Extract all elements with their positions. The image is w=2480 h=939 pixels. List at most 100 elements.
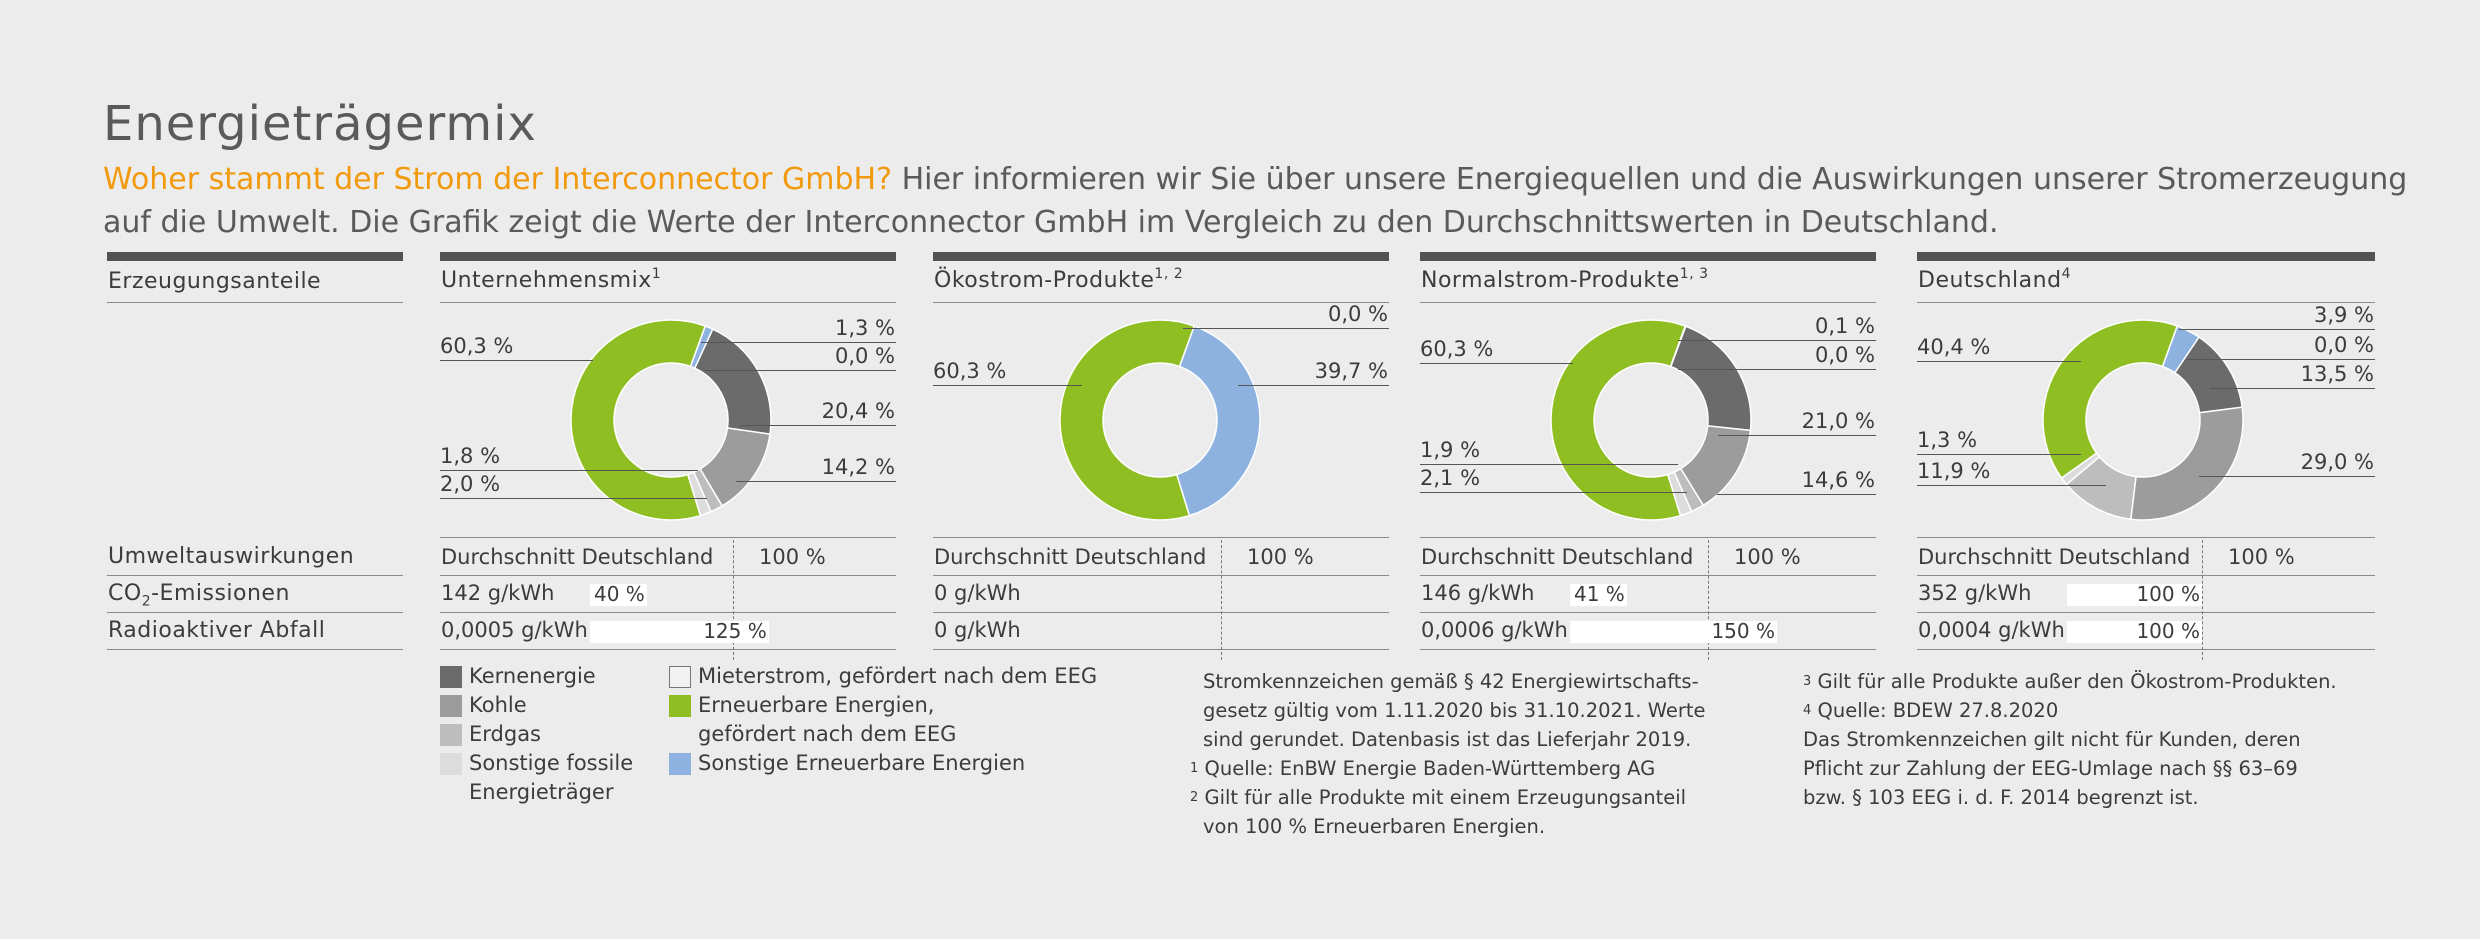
row-label-waste: Radioaktiver Abfall [108, 618, 326, 643]
callout-line [1678, 369, 1876, 370]
divider [1420, 649, 1876, 650]
slice-label: 29,0 % [2300, 450, 2374, 474]
co2-bar [590, 584, 648, 606]
divider [440, 302, 896, 303]
legend-swatch-sonstige-fossile [440, 753, 462, 775]
callout-line [2198, 476, 2375, 477]
callout-line [1917, 485, 2106, 486]
callout-line [2209, 388, 2375, 389]
panel-title-text: Unternehmensmix [441, 268, 652, 293]
waste-value: 0,0006 g/kWh [1421, 618, 1568, 642]
divider [440, 612, 896, 613]
divider [1917, 649, 2375, 650]
waste-bar [2067, 621, 2202, 643]
donut-slice [2042, 319, 2179, 480]
average-percent: 100 % [2228, 545, 2295, 569]
donut-chart [1059, 319, 1261, 521]
legend-label: Sonstige fossile [469, 751, 634, 775]
donut-slice [1550, 319, 1687, 521]
divider [1420, 537, 1876, 538]
callout-line [440, 498, 707, 499]
slice-label: 60,3 % [440, 334, 514, 358]
legend-label: Sonstige Erneuerbare Energien [698, 751, 1026, 775]
legend-label: Energieträger [469, 780, 614, 804]
slice-label: 60,3 % [1420, 337, 1494, 361]
divider [1917, 302, 2375, 303]
divider [933, 649, 1389, 650]
callout-line [1183, 328, 1389, 329]
waste-percent: 100 % [2136, 619, 2200, 643]
average-marker [2202, 540, 2203, 660]
legend-swatch-erneuerbare [669, 695, 691, 717]
label-column-bar [107, 252, 403, 261]
callout-line [1717, 435, 1876, 436]
footnote-line: von 100 % Erneuerbaren Energien. [1203, 815, 1546, 838]
donut-slice [1059, 319, 1196, 521]
legend-swatch-sonstige-erneuerbare [669, 753, 691, 775]
footnote-line: 4 Quelle: BDEW 27.8.2020 [1803, 696, 2058, 725]
callout-line [1917, 454, 2081, 455]
co2-value: 142 g/kWh [441, 581, 555, 605]
footnote-line: gesetz gültig vom 1.11.2020 bis 31.10.20… [1203, 699, 1706, 722]
intro-highlight: Woher stammt der Strom der Interconnecto… [103, 162, 893, 197]
co2-bar [1570, 584, 1627, 606]
footnote-line: Pflicht zur Zahlung der EEG-Umlage nach … [1803, 757, 2298, 780]
slice-label: 39,7 % [1314, 359, 1388, 383]
average-label: Durchschnitt Deutschland [441, 545, 714, 569]
callout-line [1420, 363, 1573, 364]
footnote-text: Quelle: BDEW 27.8.2020 [1817, 699, 2059, 722]
average-label: Durchschnitt Deutschland [934, 545, 1207, 569]
legend-swatch-erdgas [440, 724, 462, 746]
slice-label: 0,0 % [1327, 302, 1388, 326]
panel-title-footnote: 1 [651, 266, 662, 282]
panel-title: Ökostrom-Produkte1, 2 [934, 266, 1184, 293]
donut-slice [1175, 325, 1261, 517]
panel-title: Deutschland4 [1918, 266, 2071, 293]
average-percent: 100 % [1247, 545, 1314, 569]
callout-line [1420, 464, 1679, 465]
waste-value: 0,0005 g/kWh [441, 618, 588, 642]
divider [107, 649, 403, 650]
slice-label: 1,8 % [440, 444, 501, 468]
average-marker [1708, 540, 1709, 660]
legend-label: Erneuerbare Energien, [698, 693, 935, 717]
divider [1420, 612, 1876, 613]
divider [107, 612, 403, 613]
footnote-line: 2 Gilt für alle Produkte mit einem Erzeu… [1190, 783, 1686, 812]
average-label: Durchschnitt Deutschland [1421, 545, 1694, 569]
slice-label: 1,3 % [834, 316, 895, 340]
panel-title-footnote: 1, 3 [1679, 266, 1709, 282]
row-label-co2: CO2-Emissionen [108, 581, 290, 609]
footnote-line: bzw. § 103 EEG i. d. F. 2014 begrenzt is… [1803, 786, 2199, 809]
panel-title-text: Ökostrom-Produkte [934, 268, 1155, 293]
panel-title-text: Deutschland [1918, 268, 2062, 293]
slice-label: 1,9 % [1420, 438, 1481, 462]
intro-text: Woher stammt der Strom der Interconnecto… [103, 158, 2433, 244]
slice-label: 13,5 % [2300, 362, 2374, 386]
panel-top-bar [440, 252, 896, 261]
divider [933, 302, 1389, 303]
panel-title-footnote: 1, 2 [1154, 266, 1184, 282]
waste-percent: 125 % [703, 619, 767, 643]
slice-label: 0,0 % [834, 344, 895, 368]
divider [1420, 302, 1876, 303]
average-marker [733, 540, 734, 660]
donut-slice [1669, 325, 1752, 432]
footnote-marker: 2 [1190, 790, 1199, 805]
average-percent: 100 % [759, 545, 826, 569]
divider [440, 537, 896, 538]
slice-label: 40,4 % [1917, 335, 1991, 359]
row-label-impact: Umweltauswirkungen [108, 544, 355, 569]
slice-label: 60,3 % [933, 359, 1007, 383]
donut-slice [693, 328, 772, 435]
footnote-marker: 4 [1803, 703, 1812, 718]
callout-line [700, 342, 896, 343]
callout-line [736, 481, 896, 482]
divider [933, 537, 1389, 538]
divider [440, 575, 896, 576]
divider [933, 612, 1389, 613]
average-marker [1221, 540, 1222, 660]
legend-label: gefördert nach dem EEG [698, 722, 957, 746]
callout-line [2186, 359, 2375, 360]
footnote-line: sind gerundet. Datenbasis ist das Liefer… [1203, 728, 1692, 751]
